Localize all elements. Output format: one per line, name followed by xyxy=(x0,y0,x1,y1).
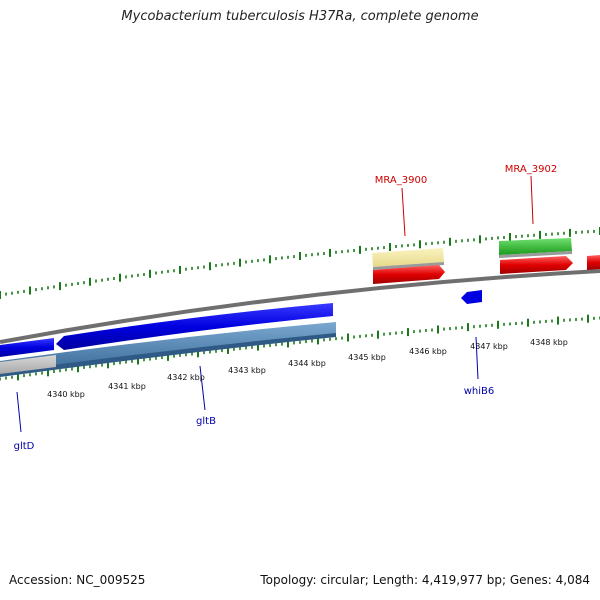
feature-shadow xyxy=(373,262,444,270)
gltb-gene-feature xyxy=(0,322,336,372)
feature-shadow xyxy=(499,251,572,258)
mra3902-gene-feature xyxy=(499,238,572,255)
mra3900-cds-feature xyxy=(373,265,445,284)
scale-label: 4347 kbp xyxy=(470,342,508,351)
gltd-leader-line xyxy=(16,391,22,433)
gene-label-whib6: whiB6 xyxy=(464,386,495,397)
scale-label: 4346 kbp xyxy=(409,347,447,356)
gltd-gene-feature xyxy=(0,355,56,374)
mra3900-leader-line xyxy=(401,187,406,237)
mra3902-leader-line xyxy=(530,175,534,225)
gene-label-mra3902: MRA_3902 xyxy=(505,164,557,175)
scale-label: 4341 kbp xyxy=(108,382,146,391)
upper-tick-track xyxy=(0,227,600,299)
scale-label: 4348 kbp xyxy=(530,338,568,347)
gene-label-gltb: gltB xyxy=(196,416,216,427)
whib6-leader-line xyxy=(475,336,479,380)
forward-cds-feature xyxy=(587,255,600,270)
genome-backbone xyxy=(0,269,600,344)
mra3900-gene-feature xyxy=(372,248,444,267)
gltd-cds-feature xyxy=(0,338,54,357)
whib6-cds-feature xyxy=(461,290,482,304)
scale-label: 4343 kbp xyxy=(228,366,266,375)
gltb-cds-feature xyxy=(56,303,333,350)
gltb-leader-line xyxy=(199,365,206,411)
feature-shadow xyxy=(0,330,336,377)
scale-label: 4342 kbp xyxy=(167,373,205,382)
scale-label: 4344 kbp xyxy=(288,359,326,368)
accession-label: Accession: NC_009525 xyxy=(9,573,146,587)
gene-label-mra3900: MRA_3900 xyxy=(375,175,427,186)
mra3902-cds-feature xyxy=(500,256,573,274)
gene-label-gltd: gltD xyxy=(14,441,35,452)
map-title: Mycobacterium tuberculosis H37Ra, comple… xyxy=(121,9,479,24)
scale-label: 4340 kbp xyxy=(47,390,85,399)
genome-summary-label: Topology: circular; Length: 4,419,977 bp… xyxy=(260,573,590,587)
scale-label: 4345 kbp xyxy=(348,353,386,362)
